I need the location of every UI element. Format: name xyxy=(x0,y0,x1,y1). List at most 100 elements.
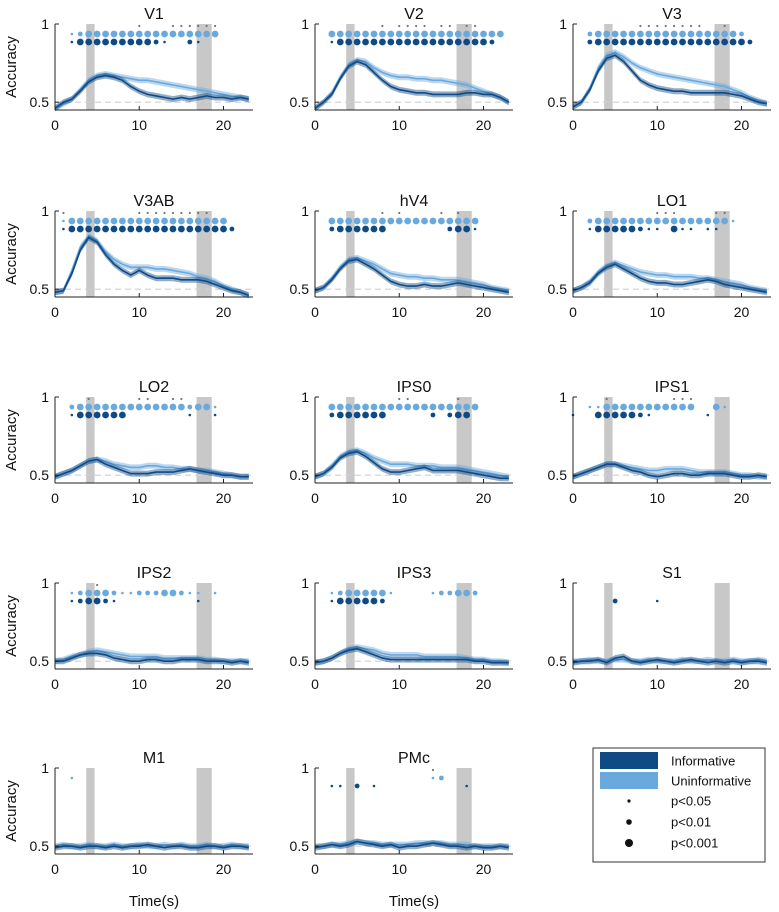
uninformative-sig-dot xyxy=(152,403,160,411)
uninformative-sig-dot xyxy=(111,590,117,596)
x-tick-label: 20 xyxy=(734,490,750,506)
uninformative-sig-dot xyxy=(135,217,143,225)
informative-sig-dot xyxy=(110,38,118,46)
difference-star xyxy=(180,397,183,401)
difference-star xyxy=(213,24,217,28)
uninformative-sig-dot xyxy=(611,217,619,225)
panel-v3ab: 0 10 20 0.5 1 V3AB Accuracy xyxy=(3,193,253,320)
uninformative-sig-dot xyxy=(194,403,202,411)
event-band-1 xyxy=(604,211,613,297)
uninformative-sig-dot xyxy=(739,31,744,37)
informative-sig-dot xyxy=(110,411,118,419)
panel-title: PMc xyxy=(398,750,430,767)
uninformative-sig-dot xyxy=(628,403,636,411)
informative-sig-dot xyxy=(655,599,659,603)
informative-sig-dot xyxy=(721,38,729,46)
informative-sig-dot xyxy=(463,225,471,233)
informative-sig-dot xyxy=(653,38,661,46)
difference-star xyxy=(457,211,460,215)
informative-line xyxy=(572,54,767,108)
y-tick-label: 0.5 xyxy=(548,281,568,297)
informative-sig-dot xyxy=(112,599,116,603)
informative-sig-dot xyxy=(161,225,168,233)
uninformative-sig-dot xyxy=(127,403,135,411)
informative-line xyxy=(572,263,767,294)
informative-sig-dot xyxy=(655,227,659,231)
legend-label-p05: p<0.05 xyxy=(671,794,711,809)
informative-sig-dot xyxy=(93,597,101,605)
informative-sig-dot xyxy=(404,38,412,46)
informative-sig-dot xyxy=(430,412,436,418)
uninformative-sig-dot xyxy=(496,30,504,38)
y-tick-label: 0.5 xyxy=(30,653,50,669)
y-tick-label: 1 xyxy=(301,575,309,591)
event-band-1 xyxy=(346,211,355,297)
x-tick-label: 20 xyxy=(216,117,232,133)
panel-v3: 0 10 20 0.5 1 V3 xyxy=(548,6,771,133)
informative-sig-dot xyxy=(102,225,109,233)
uninformative-sig-dot xyxy=(471,217,479,225)
uninformative-sig-dot xyxy=(161,589,168,597)
informative-sig-dot xyxy=(446,38,454,46)
informative-sig-dot xyxy=(353,38,361,46)
uninformative-sig-dot xyxy=(127,30,135,38)
informative-sig-dot xyxy=(645,38,653,46)
difference-star xyxy=(723,211,726,215)
y-tick-label: 1 xyxy=(41,575,49,591)
informative-sig-dot xyxy=(603,38,611,46)
informative-sig-dot xyxy=(594,411,602,419)
informative-sig-dot xyxy=(463,411,471,419)
uninformative-sig-dot xyxy=(194,217,202,225)
uninformative-sig-dot xyxy=(169,30,177,38)
informative-line xyxy=(314,840,509,849)
informative-sig-dot xyxy=(712,38,720,46)
informative-sig-dot xyxy=(127,225,135,233)
difference-star xyxy=(171,211,175,215)
uninformative-sig-dot xyxy=(596,405,600,409)
event-band-1 xyxy=(86,583,95,669)
legend-dot-p001 xyxy=(625,839,633,847)
uninformative-sig-dot xyxy=(336,403,344,411)
uninformative-sig-dot xyxy=(213,591,217,595)
informative-sig-dot xyxy=(353,225,361,233)
informative-line xyxy=(54,458,249,478)
y-tick-label: 0.5 xyxy=(290,467,310,483)
difference-star xyxy=(673,24,676,28)
legend-label-informative: Informative xyxy=(671,754,735,769)
informative-sig-dot xyxy=(196,599,200,603)
informative-sig-dot xyxy=(362,225,369,233)
y-tick-label: 1 xyxy=(41,389,49,405)
informative-sig-dot xyxy=(336,38,344,46)
uninformative-sig-dot xyxy=(211,30,219,38)
uninformative-sig-dot xyxy=(637,30,644,38)
informative-sig-dot xyxy=(611,411,619,419)
uninformative-sig-dot xyxy=(345,217,353,225)
uninformative-sig-dot xyxy=(712,403,720,411)
legend-label-uninformative: Uninformative xyxy=(671,774,751,789)
uninformative-sig-dot xyxy=(362,217,369,225)
y-tick-label: 0.5 xyxy=(30,281,50,297)
uninformative-sig-dot xyxy=(353,589,361,597)
informative-sig-dot xyxy=(353,597,361,605)
panel-lo2: 0 10 20 0.5 1 LO2 Accuracy xyxy=(3,379,253,506)
uninformative-error-band xyxy=(315,254,509,294)
informative-sig-dot xyxy=(196,40,200,44)
uninformative-line xyxy=(314,59,510,110)
difference-star xyxy=(138,211,141,215)
informative-sig-dot xyxy=(429,38,437,46)
panel-ips1: 0 10 20 0.5 1 IPS1 xyxy=(548,379,771,506)
informative-sig-dot xyxy=(670,225,678,233)
panel-pmc: 0 10 20 0.5 1 PMc xyxy=(290,750,513,877)
panel-hv4: 0 10 20 0.5 1 hV4 xyxy=(290,193,513,320)
uninformative-sig-dot xyxy=(723,405,726,409)
uninformative-sig-dot xyxy=(379,30,386,38)
difference-star xyxy=(664,24,667,28)
uninformative-sig-dot xyxy=(337,590,343,596)
uninformative-sig-dot xyxy=(177,403,185,411)
informative-sig-dot xyxy=(620,411,627,419)
uninformative-sig-dot xyxy=(653,403,661,411)
uninformative-sig-dot xyxy=(187,404,193,410)
uninformative-sig-dot xyxy=(387,403,395,411)
uninformative-sig-dot xyxy=(404,403,412,411)
uninformative-sig-dot xyxy=(362,403,369,411)
